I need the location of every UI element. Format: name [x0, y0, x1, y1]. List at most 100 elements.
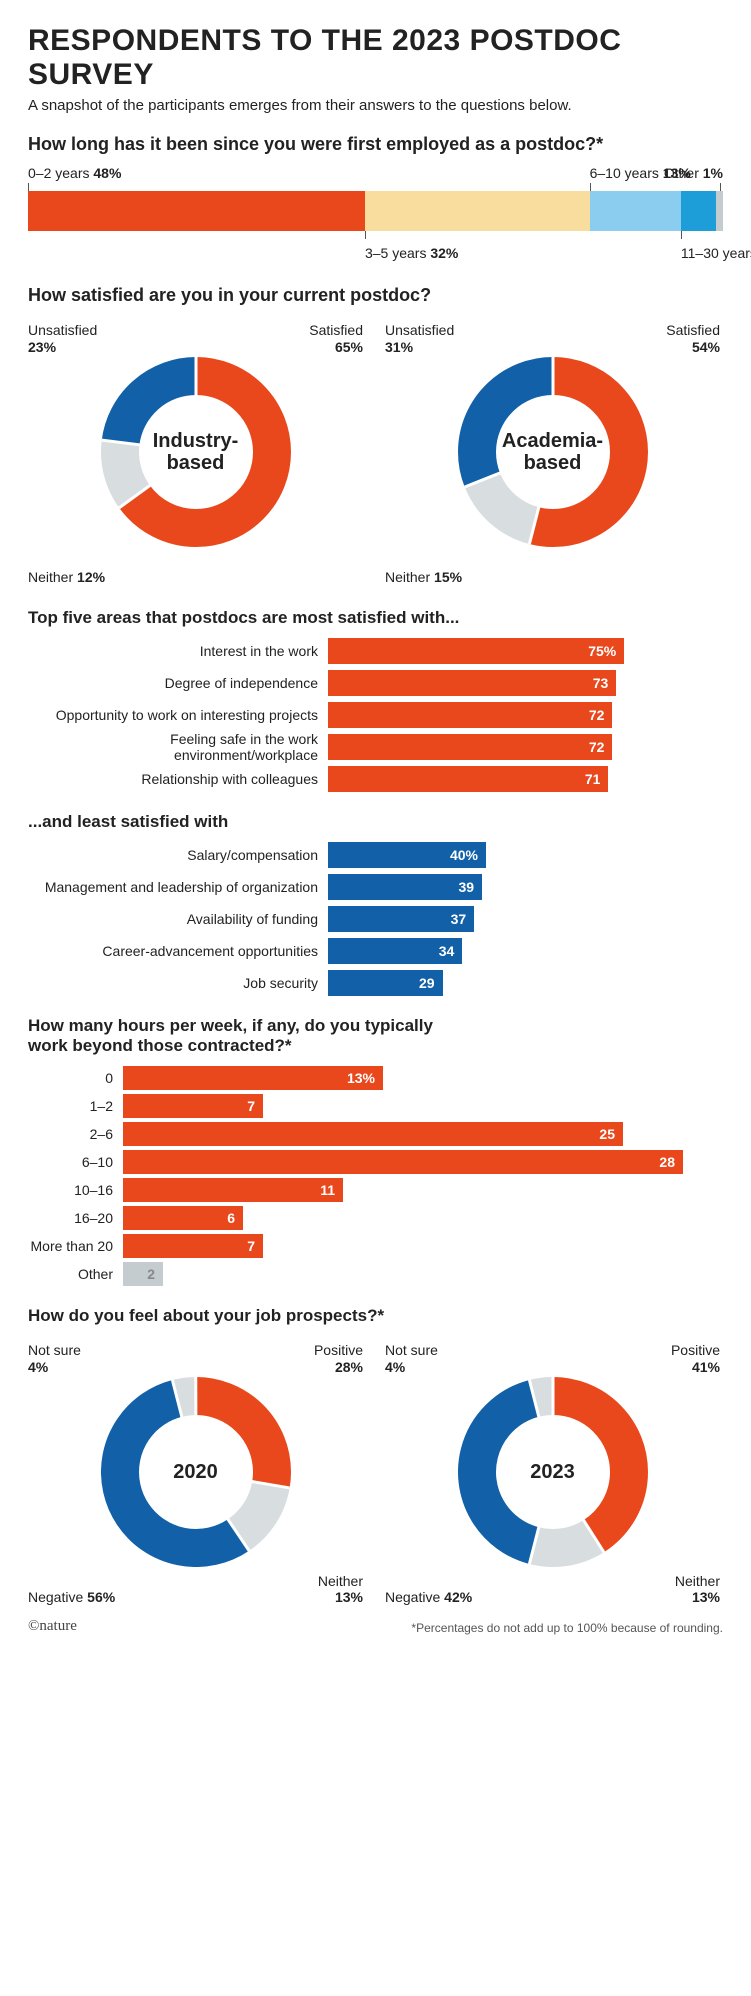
hbar-label: Degree of independence	[28, 675, 328, 691]
hbar-label: Availability of funding	[28, 911, 328, 927]
hours-fill: 25	[123, 1122, 623, 1146]
hours-fill: 28	[123, 1150, 683, 1174]
least-satisfied-bars: Salary/compensation40%Management and lea…	[28, 842, 723, 996]
hours-fill: 7	[123, 1234, 263, 1258]
donut-slice-label: Not sure4%	[385, 1342, 438, 1376]
hours-row: 1–27	[28, 1094, 723, 1118]
hbar-fill: 37	[328, 906, 474, 932]
donut-slice-label: Positive28%	[314, 1342, 363, 1376]
hours-label: 6–10	[28, 1154, 123, 1170]
donut-slice-label: Satisfied54%	[666, 322, 720, 356]
hours-fill: 13%	[123, 1066, 383, 1090]
donut-center-label: Industry-based	[153, 430, 239, 474]
tenure-segment	[28, 191, 365, 231]
hbar-label: Salary/compensation	[28, 847, 328, 863]
hbar-label: Relationship with colleagues	[28, 771, 328, 787]
donut-slice-label: Positive41%	[671, 1342, 720, 1376]
hours-row: More than 207	[28, 1234, 723, 1258]
hbar-row: Job security29	[28, 970, 723, 996]
hbar-fill: 73	[328, 670, 616, 696]
footer: ©nature *Percentages do not add up to 10…	[28, 1618, 723, 1635]
hbar-label: Feeling safe in the work environment/wor…	[28, 731, 328, 763]
hours-fill: 6	[123, 1206, 243, 1230]
hbar-row: Degree of independence73	[28, 670, 723, 696]
tenure-seg-label: 3–5 years 32%	[365, 245, 458, 261]
tenure-chart: 0–2 years 48%6–10 years 13%Other 1%3–5 y…	[28, 165, 723, 263]
donut-chart: 2023 Not sure4% Positive41% Neither13% Negat…	[385, 1336, 720, 1608]
hbar-row: Relationship with colleagues71	[28, 766, 723, 792]
donut-slice-label: Not sure4%	[28, 1342, 81, 1376]
hbar-label: Interest in the work	[28, 643, 328, 659]
donut-chart: Industry-based Unsatisfied23% Satisfied65%…	[28, 316, 363, 588]
hbar-row: Career-advancement opportunities34	[28, 938, 723, 964]
hours-label: 0	[28, 1070, 123, 1086]
footnote: *Percentages do not add up to 100% becau…	[411, 1621, 723, 1635]
hbar-label: Management and leadership of organizatio…	[28, 879, 328, 895]
hours-label: 2–6	[28, 1126, 123, 1142]
hbar-row: Opportunity to work on interesting proje…	[28, 702, 723, 728]
hbar-fill: 29	[328, 970, 443, 996]
hbar-row: Management and leadership of organizatio…	[28, 874, 723, 900]
hours-row: Other2	[28, 1262, 723, 1286]
hours-label: 16–20	[28, 1210, 123, 1226]
hbar-fill: 39	[328, 874, 482, 900]
donut-slice-label: Unsatisfied31%	[385, 322, 454, 356]
satisfaction-donuts: Industry-based Unsatisfied23% Satisfied65%…	[28, 316, 723, 588]
hbar-row: Availability of funding37	[28, 906, 723, 932]
hours-label: 10–16	[28, 1182, 123, 1198]
donut-slice-label: Satisfied65%	[309, 322, 363, 356]
tenure-seg-label: 11–30 years 5%	[681, 245, 751, 261]
hours-row: 013%	[28, 1066, 723, 1090]
most-satisfied-title: Top five areas that postdocs are most sa…	[28, 608, 723, 628]
credit: ©nature	[28, 1618, 77, 1635]
hours-row: 10–1611	[28, 1178, 723, 1202]
hours-label: More than 20	[28, 1238, 123, 1254]
donut-center-label: Academia-based	[502, 430, 603, 474]
donut-slice-label: Neither13%	[675, 1573, 720, 1607]
donut-slice-label: Negative 42%	[385, 1589, 472, 1606]
most-satisfied-bars: Interest in the work75%Degree of indepen…	[28, 638, 723, 792]
least-satisfied-title: ...and least satisfied with	[28, 812, 723, 832]
hbar-label: Opportunity to work on interesting proje…	[28, 707, 328, 723]
hours-fill: 2	[123, 1262, 163, 1286]
hbar-fill: 71	[328, 766, 608, 792]
hbar-row: Salary/compensation40%	[28, 842, 723, 868]
hours-row: 16–206	[28, 1206, 723, 1230]
donut-slice-label: Negative 56%	[28, 1589, 115, 1606]
hbar-fill: 34	[328, 938, 462, 964]
tenure-segment	[365, 191, 590, 231]
main-title: RESPONDENTS TO THE 2023 POSTDOC SURVEY	[28, 24, 723, 92]
donut-chart: 2020Not sure4%Positive28%Neither13%Negat…	[28, 1336, 363, 1608]
tenure-title: How long has it been since you were firs…	[28, 134, 723, 155]
tenure-seg-label: Other 1%	[664, 165, 723, 181]
hours-bars: 013%1–272–6256–102810–161116–206More tha…	[28, 1066, 723, 1286]
tenure-segment	[681, 191, 716, 231]
hours-label: Other	[28, 1266, 123, 1282]
hbar-fill: 75%	[328, 638, 624, 664]
donut-slice-label: Neither13%	[318, 1573, 363, 1607]
infographic: RESPONDENTS TO THE 2023 POSTDOC SURVEY A…	[0, 0, 751, 1649]
hours-row: 6–1028	[28, 1150, 723, 1174]
hbar-fill: 72	[328, 702, 612, 728]
hours-label: 1–2	[28, 1098, 123, 1114]
donut-slice-label: Unsatisfied23%	[28, 322, 97, 356]
hours-fill: 7	[123, 1094, 263, 1118]
hbar-fill: 72	[328, 734, 612, 760]
tenure-segment	[716, 191, 723, 231]
tenure-segment	[590, 191, 681, 231]
hbar-label: Job security	[28, 975, 328, 991]
hours-title: How many hours per week, if any, do you …	[28, 1016, 458, 1056]
prospects-donuts: 2020Not sure4%Positive28%Neither13%Negat…	[28, 1336, 723, 1608]
donut-slice-label: Neither 12%	[28, 569, 105, 586]
subtitle: A snapshot of the participants emerges f…	[28, 96, 723, 116]
hours-row: 2–625	[28, 1122, 723, 1146]
satisfaction-title: How satisfied are you in your current po…	[28, 285, 723, 306]
hbar-label: Career-advancement opportunities	[28, 943, 328, 959]
hbar-fill: 40%	[328, 842, 486, 868]
donut-chart: Academia-based Unsatisfied31% Satisfied54%…	[385, 316, 720, 588]
donut-slice-label: Neither 15%	[385, 569, 462, 586]
hours-fill: 11	[123, 1178, 343, 1202]
donut-center-label: 2023	[530, 1461, 575, 1483]
hbar-row: Interest in the work75%	[28, 638, 723, 664]
tenure-seg-label: 0–2 years 48%	[28, 165, 121, 181]
